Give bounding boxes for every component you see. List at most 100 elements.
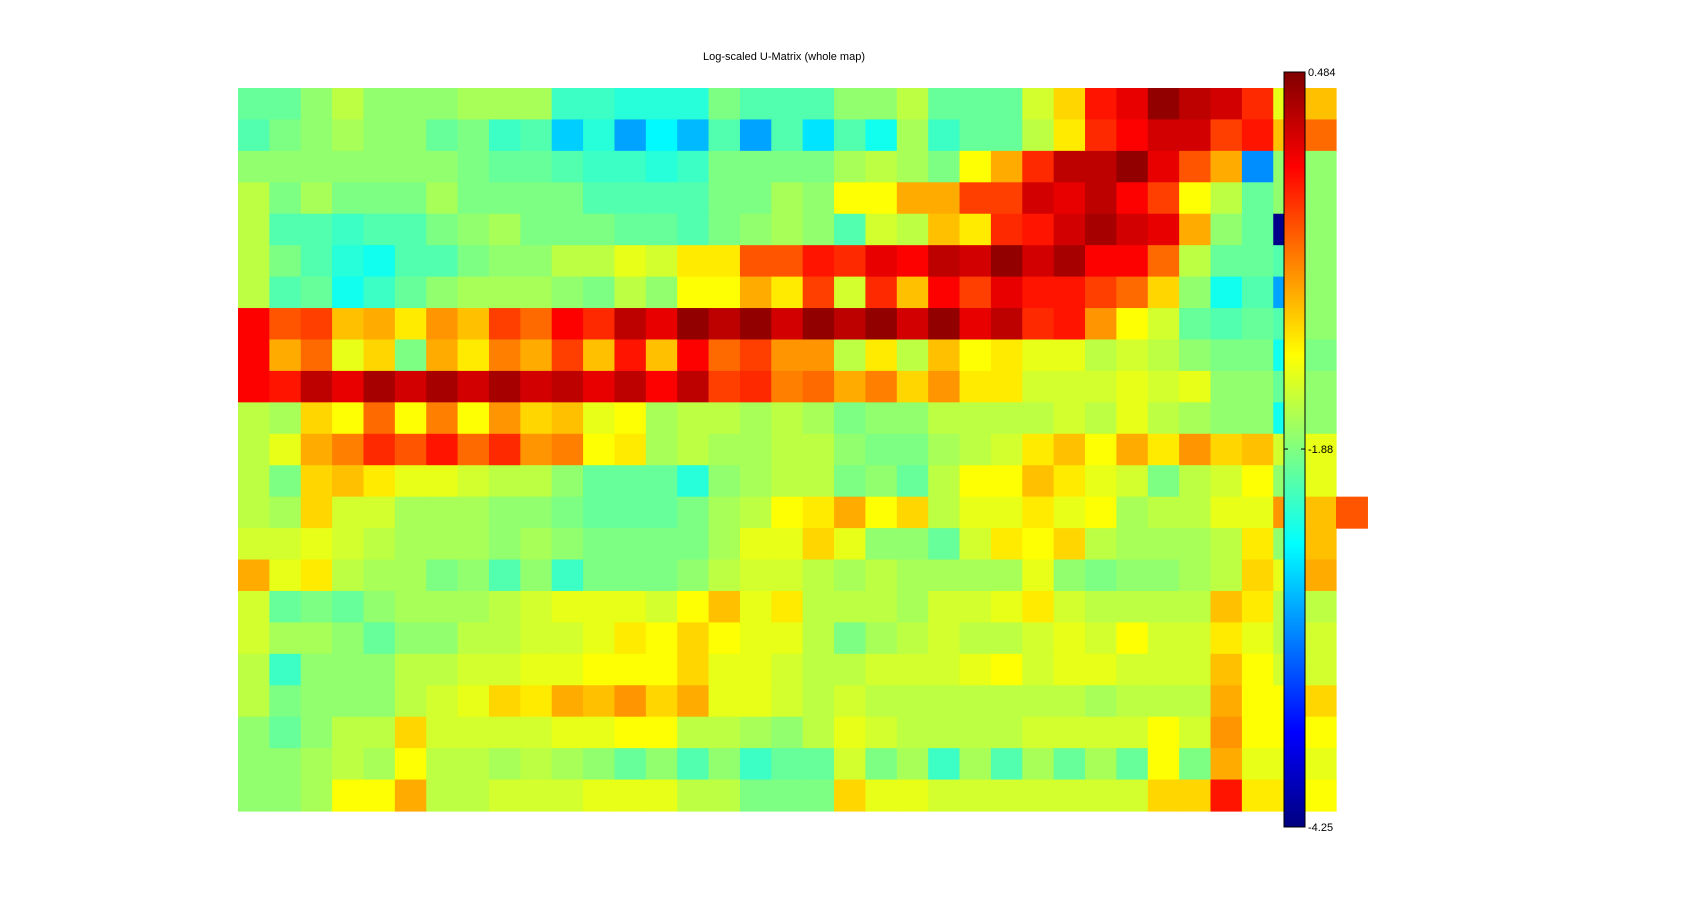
heatmap-cell [551,339,584,372]
heatmap-cell [1179,685,1212,718]
heatmap-cell [645,465,678,498]
heatmap-cell [1022,308,1055,341]
heatmap-cell [238,339,270,372]
heatmap-cell [959,748,992,781]
heatmap-cell [645,276,678,309]
heatmap-cell [520,622,553,655]
heatmap-cell [645,370,678,403]
heatmap-cell [896,465,929,498]
heatmap-cell [896,370,929,403]
heatmap-cell [488,590,521,623]
heatmap-cell [551,748,584,781]
heatmap-cell [739,528,772,561]
heatmap-cell [677,276,710,309]
heatmap-cell [771,748,804,781]
heatmap-cell [1210,590,1243,623]
heatmap-cell [300,496,333,529]
heatmap-cell [865,622,898,655]
heatmap-cell [896,559,929,592]
heatmap-cell [645,653,678,686]
heatmap-cell [457,213,490,246]
heatmap-cell [1241,716,1274,749]
heatmap-cell [238,213,270,246]
heatmap-cell [488,528,521,561]
heatmap-cell [677,590,710,623]
heatmap-cell [363,88,396,121]
heatmap-cell [332,402,365,435]
heatmap-cell [1053,119,1086,152]
heatmap-cell [928,245,961,278]
heatmap-cell [834,748,867,781]
heatmap-cell [896,653,929,686]
heatmap-cell [1179,370,1212,403]
heatmap-cell [959,182,992,215]
heatmap-cell [238,370,270,403]
heatmap-cell [865,339,898,372]
heatmap-cell [269,653,302,686]
heatmap-cell [1053,370,1086,403]
heatmap-cell [1179,276,1212,309]
heatmap-cell [834,528,867,561]
heatmap-cell [990,496,1023,529]
heatmap-cell [771,465,804,498]
heatmap-cell [739,370,772,403]
heatmap-cell [1304,182,1337,215]
heatmap-cell [708,779,741,812]
heatmap-cell [865,590,898,623]
heatmap-cell [771,119,804,152]
heatmap-cell [959,465,992,498]
heatmap-cell [896,402,929,435]
heatmap-cell [771,402,804,435]
heatmap-cell [394,213,427,246]
heatmap-cell [300,716,333,749]
heatmap-cell [708,213,741,246]
heatmap-cell [1210,339,1243,372]
heatmap-cell [1241,182,1274,215]
heatmap-cell [959,308,992,341]
heatmap-cell [551,496,584,529]
heatmap-cell [457,685,490,718]
heatmap-cell [1147,559,1180,592]
heatmap-cell [300,779,333,812]
heatmap-cell [1147,779,1180,812]
heatmap-cell [834,88,867,121]
heatmap-cell [928,465,961,498]
heatmap-cell [614,465,647,498]
heatmap-cell [457,528,490,561]
heatmap-cell [520,213,553,246]
heatmap-cell [457,150,490,183]
heatmap-cell [990,716,1023,749]
heatmap-cell [865,150,898,183]
heatmap-cell [771,716,804,749]
heatmap-cell [834,182,867,215]
heatmap-cell [332,559,365,592]
heatmap-cell [739,559,772,592]
heatmap-cell [1053,590,1086,623]
heatmap-cell [238,496,270,529]
heatmap-cell [896,88,929,121]
heatmap-cell [300,465,333,498]
heatmap-cell [1022,559,1055,592]
heatmap-cell [269,339,302,372]
heatmap-cell [1116,150,1149,183]
heatmap-cell [1085,559,1117,592]
heatmap-cell [488,182,521,215]
heatmap-cell [1241,653,1274,686]
heatmap-cell [959,653,992,686]
heatmap-cell [865,433,898,466]
heatmap-cell [457,370,490,403]
heatmap-cell [1304,119,1337,152]
heatmap-cell [1116,88,1149,121]
heatmap-cell [708,402,741,435]
heatmap-cell [1022,779,1055,812]
heatmap-cell [457,496,490,529]
heatmap-cell [269,370,302,403]
heatmap-cell [269,182,302,215]
heatmap-cell [394,339,427,372]
heatmap-cell [771,779,804,812]
heatmap-cell [990,779,1023,812]
heatmap-cell [1085,119,1117,152]
heatmap-cell [551,276,584,309]
heatmap-cell [1053,213,1086,246]
heatmap-cell [238,150,270,183]
